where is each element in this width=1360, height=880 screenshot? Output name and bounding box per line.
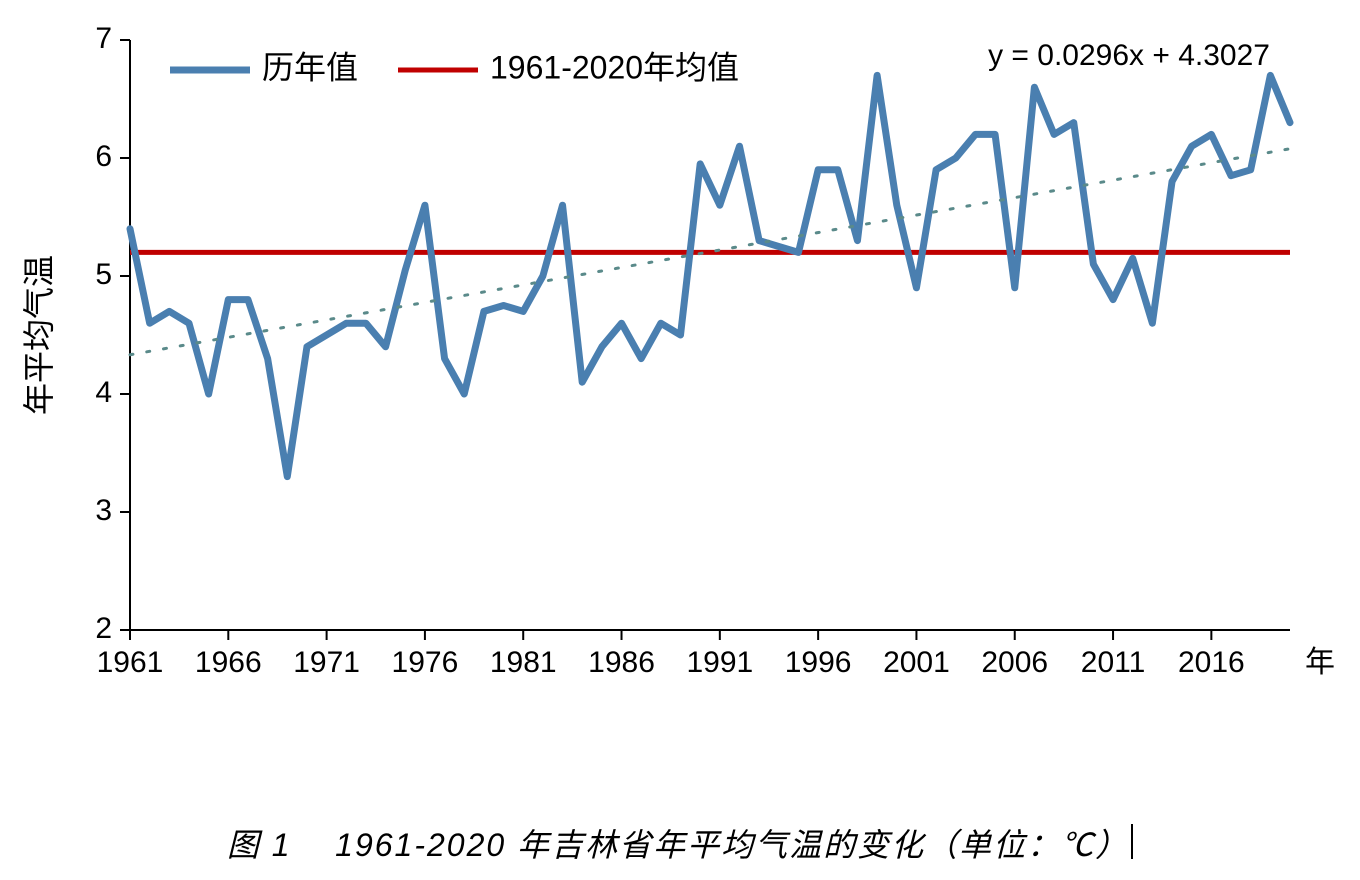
chart-container: 2 3 4 5 6 7 1961 1966 1971 1976 1981 1986 1991 1996 20… — [0, 0, 1360, 880]
x-tick-label: 1991 — [686, 646, 753, 679]
x-tick-label: 1996 — [785, 646, 852, 679]
x-tick-label: 2001 — [883, 646, 950, 679]
x-tick-label: 2016 — [1178, 646, 1245, 679]
legend-label: 1961-2020年均值 — [490, 49, 739, 85]
x-axis-label: 年 — [1305, 646, 1335, 679]
legend-label: 历年值 — [262, 49, 358, 85]
y-tick-label: 2 — [95, 612, 112, 645]
temperature-line-chart: 2 3 4 5 6 7 1961 1966 1971 1976 1981 1986 1991 1996 20… — [0, 0, 1360, 880]
x-tick-label: 2011 — [1081, 646, 1146, 679]
caption-prefix: 图 1 — [227, 827, 292, 863]
y-tick-label: 7 — [95, 22, 112, 55]
y-tick-label: 4 — [95, 376, 112, 409]
x-tick-label: 1981 — [490, 646, 557, 679]
figure-caption: 图 1 1961-2020 年吉林省年平均气温的变化（单位：℃） — [0, 820, 1360, 866]
x-tick-label: 1961 — [97, 646, 164, 679]
x-tick-label: 1986 — [588, 646, 655, 679]
trend-equation: y = 0.0296x + 4.3027 — [988, 39, 1270, 72]
caption-body: 1961-2020 年吉林省年平均气温的变化（单位：℃） — [335, 827, 1129, 863]
y-tick-label: 5 — [95, 258, 112, 291]
x-tick-label: 1976 — [392, 646, 459, 679]
y-axis-label: 年平均气温 — [21, 255, 57, 415]
text-cursor-icon — [1131, 824, 1133, 859]
y-tick-label: 3 — [95, 494, 112, 527]
x-tick-label: 1966 — [195, 646, 262, 679]
x-tick-label: 1971 — [293, 646, 360, 679]
x-tick-label: 2006 — [981, 646, 1048, 679]
y-tick-label: 6 — [95, 140, 112, 173]
